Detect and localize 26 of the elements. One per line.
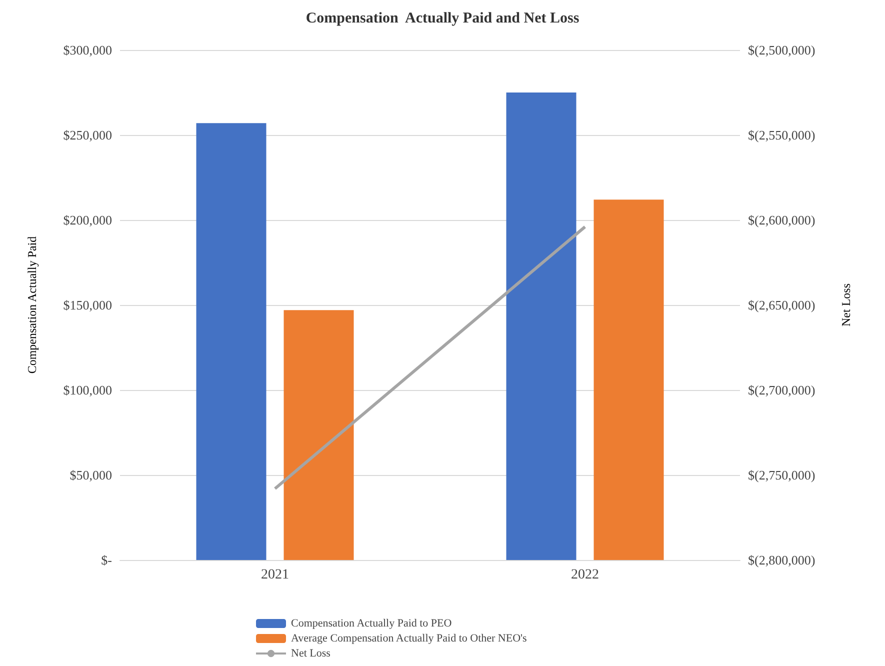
y-tick-label: $250,000 <box>63 128 112 142</box>
y2-tick-label: $(2,600,000) <box>748 212 816 228</box>
y-tick-label: $50,000 <box>70 468 112 482</box>
y2-tick-label: $(2,750,000) <box>748 468 816 482</box>
bar <box>196 123 266 560</box>
y-tick-label: $150,000 <box>63 298 112 312</box>
x-tick-label: 2022 <box>571 568 599 582</box>
x-tick-label: 2021 <box>261 568 289 582</box>
y2-tick-label: $(2,550,000) <box>748 128 816 142</box>
y2-tick-label: $(2,650,000) <box>748 298 816 312</box>
y2-axis-title: Net Loss <box>839 283 853 326</box>
bar <box>284 310 354 560</box>
y-tick-label: $200,000 <box>63 212 112 228</box>
legend-label: Net Loss <box>291 648 330 660</box>
bar <box>506 92 576 560</box>
legend-label: Compensation Actually Paid to PEO <box>291 618 452 630</box>
legend-label: Average Compensation Actually Paid to Other NEO's <box>291 632 527 644</box>
bar <box>594 200 664 560</box>
chart-title: Compensation Actually Paid and Net Loss <box>306 10 580 26</box>
y-tick-label: $- <box>101 552 112 568</box>
y2-tick-label: $(2,500,000) <box>748 42 816 58</box>
y-tick-label: $300,000 <box>63 42 112 58</box>
y2-tick-label: $(2,700,000) <box>748 382 816 398</box>
y2-tick-label: $(2,800,000) <box>748 552 816 568</box>
y-tick-label: $100,000 <box>63 382 112 398</box>
y-axis-title: Compensation Actually Paid <box>25 236 39 374</box>
